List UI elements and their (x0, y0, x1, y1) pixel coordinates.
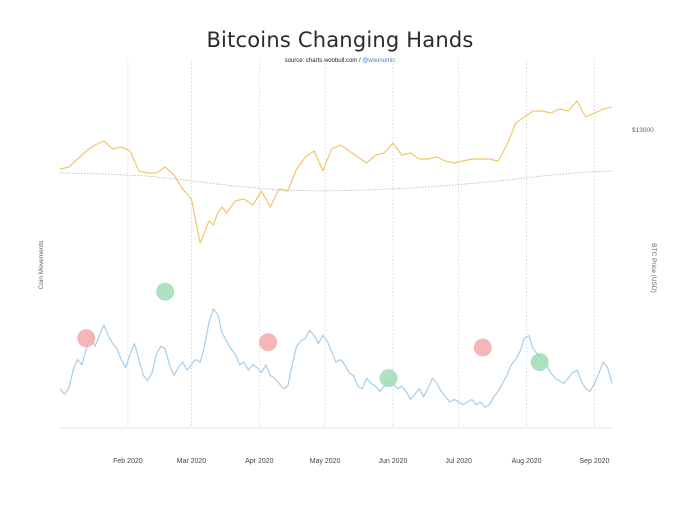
series-line-0 (59, 100, 613, 244)
grid-lines (127, 60, 595, 428)
peak-marker (156, 282, 175, 301)
x-axis-ticks: Feb 2020 Mar 2020 Apr 2020 May 2020 Jun 2020… (113, 458, 609, 465)
x-tick-label: Aug 2020 (512, 458, 542, 465)
x-tick-label: Apr 2020 (245, 458, 274, 465)
x-tick-label: Jun 2020 (379, 458, 408, 465)
source-handle[interactable]: @woonomic (362, 58, 396, 64)
peak-marker (473, 338, 492, 357)
series-line-1 (59, 170, 613, 192)
series-line-2 (59, 308, 613, 408)
peak-marker (530, 353, 549, 372)
chart-subtitle: source: charts.woobull.com / @woonomic (0, 58, 680, 64)
y-axis-label-left: Coin Movements (38, 240, 45, 290)
x-tick-label: Feb 2020 (113, 458, 143, 465)
x-tick-label: May 2020 (310, 458, 341, 465)
series-layer (59, 100, 613, 408)
peak-marker (379, 369, 398, 388)
y-axis-right-tick: $13000 (632, 127, 654, 134)
source-text: source: charts.woobull.com / (284, 58, 363, 64)
marker-layer (77, 282, 549, 388)
y-axis-label-right: BTC Price (USD) (650, 243, 657, 292)
x-tick-label: Mar 2020 (177, 458, 207, 465)
chart-title: Bitcoins Changing Hands (206, 28, 474, 52)
peak-marker (77, 329, 96, 348)
peak-marker (259, 333, 278, 352)
x-tick-label: Sep 2020 (579, 458, 609, 465)
x-tick-label: Jul 2020 (445, 458, 472, 465)
